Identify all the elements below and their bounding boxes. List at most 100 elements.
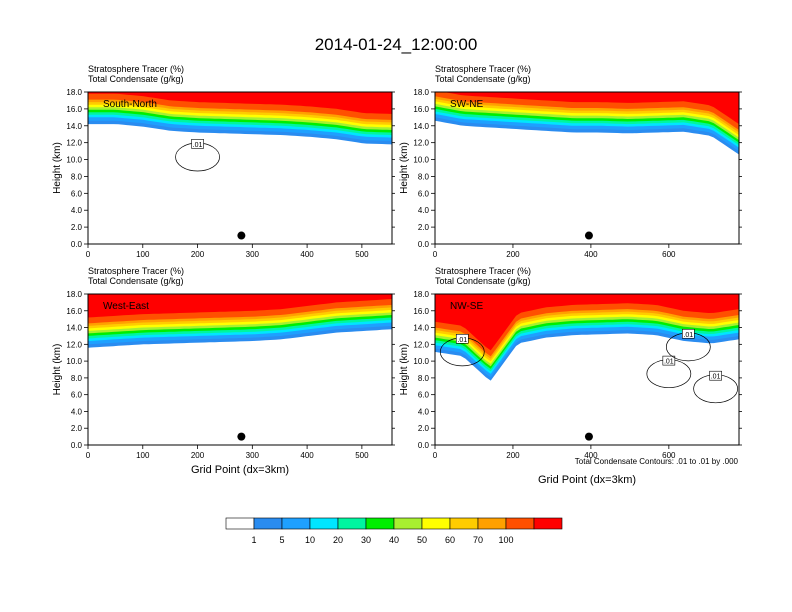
var2-label: Total Condensate (g/kg) [88,74,184,84]
y-tick-label: 6.0 [418,189,430,198]
x-tick-label: 500 [355,451,369,460]
colorbar-label: 50 [417,535,427,545]
y-tick-label: 8.0 [71,172,83,181]
var1-label: Stratosphere Tracer (%) [435,64,531,74]
panel-label: SW-NE [450,99,483,110]
var2-label: Total Condensate (g/kg) [435,74,531,84]
colorbar-box [365,517,395,530]
y-tick-label: 4.0 [418,407,430,416]
colorbar-label: 100 [498,535,513,545]
plot-frame [87,91,393,245]
contour-label-box [662,355,676,366]
x-tick-label: 600 [662,451,676,460]
y-tick-label: 2.0 [71,424,83,433]
y-tick-label: 10.0 [66,357,82,366]
var1-label: Stratosphere Tracer (%) [88,64,184,74]
tracer-band [88,294,392,318]
x-tick-label: 0 [86,451,91,460]
contour-label: .01 [193,142,203,149]
tracer-field: .01 [88,92,392,172]
x-tick-label: 0 [86,250,91,259]
colorbar-box [337,517,367,530]
x-tick-label: 500 [355,250,369,259]
y-tick-label: 6.0 [71,189,83,198]
y-tick-label: 2.0 [418,424,430,433]
y-tick-label: 16.0 [66,307,82,316]
y-tick-label: 14.0 [66,122,82,131]
contour-label-box [191,139,204,149]
panel-south-north: .01 South-North Stratosphere Tracer (%)Tot… [52,64,395,259]
var1-label: Stratosphere Tracer (%) [435,266,531,276]
colorbar-box [505,517,535,530]
y-axis-label: Height (km) [52,142,63,194]
y-tick-label: 18.0 [66,88,82,97]
contour-label-box [682,328,695,339]
colorbar-box [393,517,423,530]
x-tick-label: 200 [506,250,520,259]
y-tick-label: 6.0 [71,391,83,400]
plot-frame [434,293,740,446]
colorbar: 1 5 10 20 30 40 50 60 70 100 [225,517,563,545]
colorbar-box [309,517,339,530]
x-axis-label-left: Grid Point (dx=3km) [191,464,289,476]
y-tick-label: 10.0 [413,156,429,165]
y-tick-label: 14.0 [66,324,82,333]
contour-note: Total Condensate Contours: .01 to .01 by… [575,457,739,466]
colorbar-box [449,517,479,530]
x-tick-label: 400 [584,250,598,259]
contour-label: .01 [683,332,693,339]
colorbar-box [477,517,507,530]
x-tick-label: 200 [191,451,205,460]
y-tick-label: 18.0 [413,88,429,97]
y-tick-label: 12.0 [413,340,429,349]
panel-label: West-East [103,301,149,312]
y-tick-label: 16.0 [413,307,429,316]
location-marker [584,432,593,441]
x-axis-label-right: Grid Point (dx=3km) [538,474,636,486]
panel-sw-ne: SW-NE Stratosphere Tracer (%)Total Conden… [399,64,742,259]
y-tick-label: 4.0 [71,407,83,416]
y-tick-label: 16.0 [66,105,82,114]
y-tick-label: 2.0 [418,223,430,232]
colorbar-label: 60 [445,535,455,545]
colorbar-label: 5 [279,535,284,545]
y-tick-label: 10.0 [66,156,82,165]
colorbar-label: 40 [389,535,399,545]
y-tick-label: 12.0 [413,139,429,148]
y-tick-label: 8.0 [418,374,430,383]
x-tick-label: 600 [662,250,676,259]
figure-title: 2014-01-24_12:00:00 [315,35,478,54]
y-tick-label: 8.0 [71,374,83,383]
y-tick-label: 4.0 [71,206,83,215]
y-axis-label: Height (km) [399,142,410,194]
colorbar-label: 70 [473,535,483,545]
x-tick-label: 100 [136,451,150,460]
location-marker [237,432,246,441]
tracer-band [88,92,392,114]
y-tick-label: 2.0 [71,223,83,232]
y-tick-label: 18.0 [66,290,82,299]
panel-label: South-North [103,99,157,110]
colorbar-label: 30 [361,535,371,545]
plot-frame [87,293,393,446]
y-tick-label: 6.0 [418,391,430,400]
tracer-band [435,92,739,125]
contour-label: .01 [711,374,721,381]
contour-label-box [455,333,469,344]
var1-label: Stratosphere Tracer (%) [88,266,184,276]
var2-label: Total Condensate (g/kg) [435,276,531,286]
y-tick-label: 0.0 [418,441,430,450]
colorbar-box [281,517,311,530]
x-tick-label: 300 [246,250,260,259]
x-tick-label: 0 [433,250,438,259]
tracer-field: .01 .01 .01 .01 [435,294,739,404]
x-tick-label: 400 [300,250,314,259]
panel-nw-se: .01 .01 .01 .01 NW-SE Stratosphere Tracer (%)… [399,266,742,460]
tracer-field [88,294,392,348]
y-axis-label: Height (km) [399,344,410,396]
y-tick-label: 10.0 [413,357,429,366]
panel-label: NW-SE [450,301,483,312]
y-tick-label: 14.0 [413,122,429,131]
colorbar-box [225,517,255,530]
